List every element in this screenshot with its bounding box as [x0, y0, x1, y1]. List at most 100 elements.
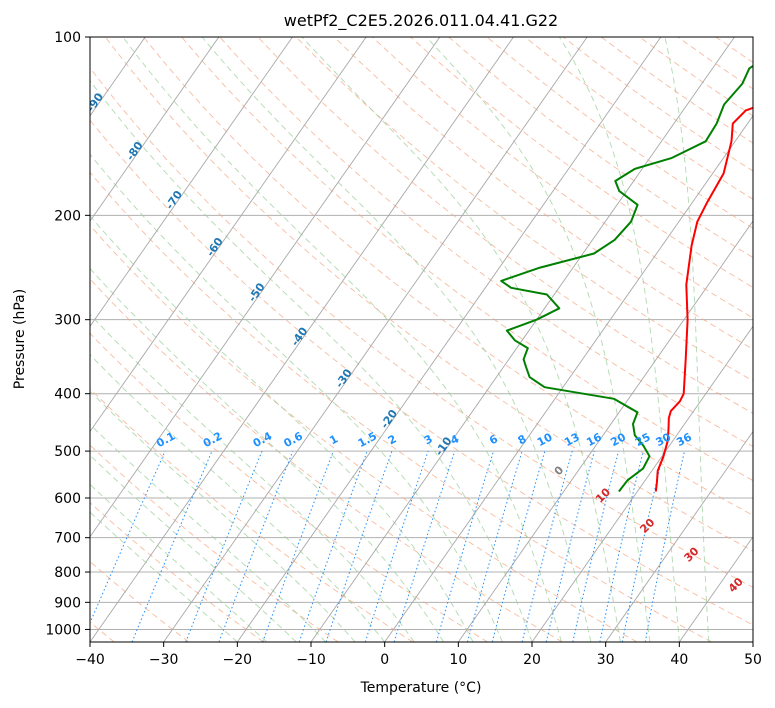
mixing-ratio-line [364, 450, 429, 642]
y-axis-ticks: 100 200 300 400 500 600 700 800 900 1000 [45, 30, 90, 638]
y-tick-label: 700 [54, 531, 81, 547]
dry-adiabat [410, 37, 753, 288]
mixing-ratio-line [572, 450, 620, 642]
mixing-ratio-labels: 0.1 0.2 0.4 0.6 1 1.5 2 3 4 6 8 10 13 16 20 25 30 36 [154, 429, 694, 450]
plot-frame [89, 36, 754, 643]
y-tick-label: 600 [54, 491, 81, 507]
mixing-ratio-lines [90, 450, 685, 642]
mixing-ratio-line [491, 450, 546, 642]
isotherm-line [605, 430, 753, 642]
y-tick-label: 500 [54, 444, 81, 460]
y-tick-label: 300 [54, 313, 81, 329]
dry-adiabat [90, 332, 488, 642]
moist-adiabat [301, 37, 621, 642]
pressure-gridlines [90, 37, 753, 630]
dry-adiabat [104, 37, 753, 552]
y-tick-label: 100 [54, 30, 81, 46]
mixing-ratio-line [90, 450, 166, 625]
moist-adiabat [425, 37, 651, 642]
y-tick-label: 800 [54, 565, 81, 581]
isotherm-line [457, 220, 753, 642]
chart-title: wetPf2_C2E5.2026.011.04.41.G22 [284, 11, 558, 31]
moist-adiabat [664, 37, 710, 642]
isotherm-line [678, 535, 753, 642]
dry-adiabat [143, 37, 753, 516]
isotherm-line [531, 325, 753, 642]
isotherm-line [90, 37, 293, 328]
dry-adiabat [90, 171, 712, 642]
dry-adiabat [257, 37, 753, 414]
mixing-ratio-line [131, 450, 213, 642]
mixing-ratio-line [545, 450, 595, 642]
y-tick-label: 900 [54, 595, 81, 611]
x-tick-label: −30 [149, 652, 179, 668]
x-tick-label: 40 [670, 652, 688, 668]
moist-adiabat [90, 354, 386, 642]
isotherm-line [90, 37, 441, 538]
dry-adiabat [90, 278, 563, 642]
mixing-ratio-line [298, 450, 368, 642]
isotherm-line [90, 37, 367, 433]
dry-adiabat [90, 67, 753, 588]
profile-series [500, 64, 753, 493]
isotherm-line [310, 37, 735, 642]
moist-adiabat [90, 390, 356, 642]
mixing-ratio-line [599, 450, 644, 642]
x-tick-label: −10 [296, 652, 326, 668]
mixing-ratio-label: 30 [654, 430, 674, 449]
mixing-ratio-line [325, 450, 393, 642]
mixing-ratio-line [262, 450, 334, 642]
isotherm-line [236, 37, 662, 642]
x-axis-ticks: −40 −30 −20 −10 0 10 20 30 40 50 [75, 642, 762, 668]
mixing-ratio-label: 36 [674, 430, 694, 449]
moist-adiabat [90, 80, 533, 642]
isotherm-line [163, 37, 588, 642]
isotherm-line [384, 115, 753, 642]
dry-adiabat [219, 37, 753, 448]
y-tick-label: 1000 [45, 622, 81, 638]
isotherm-line [90, 37, 220, 222]
x-axis-label: Temperature (°C) [360, 680, 482, 696]
moist-adiabat [90, 483, 268, 642]
moist-adiabats [90, 37, 710, 642]
x-tick-label: 10 [449, 652, 467, 668]
x-tick-label: 30 [597, 652, 615, 668]
y-tick-label: 400 [54, 387, 81, 403]
moist-adiabat [90, 215, 474, 642]
moist-adiabat [122, 37, 562, 642]
moist-adiabat [90, 267, 444, 642]
dry-adiabat [295, 37, 753, 382]
moist-adiabat [559, 37, 680, 642]
y-axis-label: Pressure (hPa) [12, 289, 28, 389]
x-tick-label: 20 [523, 652, 541, 668]
mixing-ratio-label: 25 [633, 430, 653, 449]
x-tick-label: −20 [223, 652, 253, 668]
moist-adiabat [90, 423, 327, 642]
mixing-ratio-line [393, 450, 456, 642]
mixing-ratio-line [435, 450, 495, 642]
moist-adiabat [201, 37, 592, 642]
x-tick-label: 0 [380, 652, 389, 668]
isotherm-line [90, 37, 514, 642]
mixing-ratio-label: 13 [562, 430, 582, 449]
mixing-ratio-label: 20 [608, 430, 628, 449]
mixing-ratio-line [185, 450, 263, 642]
temperature-line [654, 106, 753, 492]
mixing-ratio-line [218, 450, 294, 642]
x-tick-label: −40 [75, 652, 105, 668]
mixing-ratio-line [467, 450, 523, 642]
dry-adiabat [90, 224, 638, 642]
moist-adiabat [90, 153, 503, 642]
dry-adiabat [90, 502, 264, 642]
dry-adiabat [90, 119, 753, 626]
mixing-ratio-line [521, 450, 573, 642]
moist-adiabat [90, 511, 238, 642]
moist-adiabat [90, 454, 297, 642]
mixing-ratio-label: 16 [584, 430, 604, 449]
skewed-isotherms [90, 37, 753, 642]
mixing-ratio-label: 10 [535, 430, 555, 449]
x-tick-label: 50 [744, 652, 762, 668]
dewpoint-line [500, 64, 753, 493]
y-tick-label: 200 [54, 208, 81, 224]
